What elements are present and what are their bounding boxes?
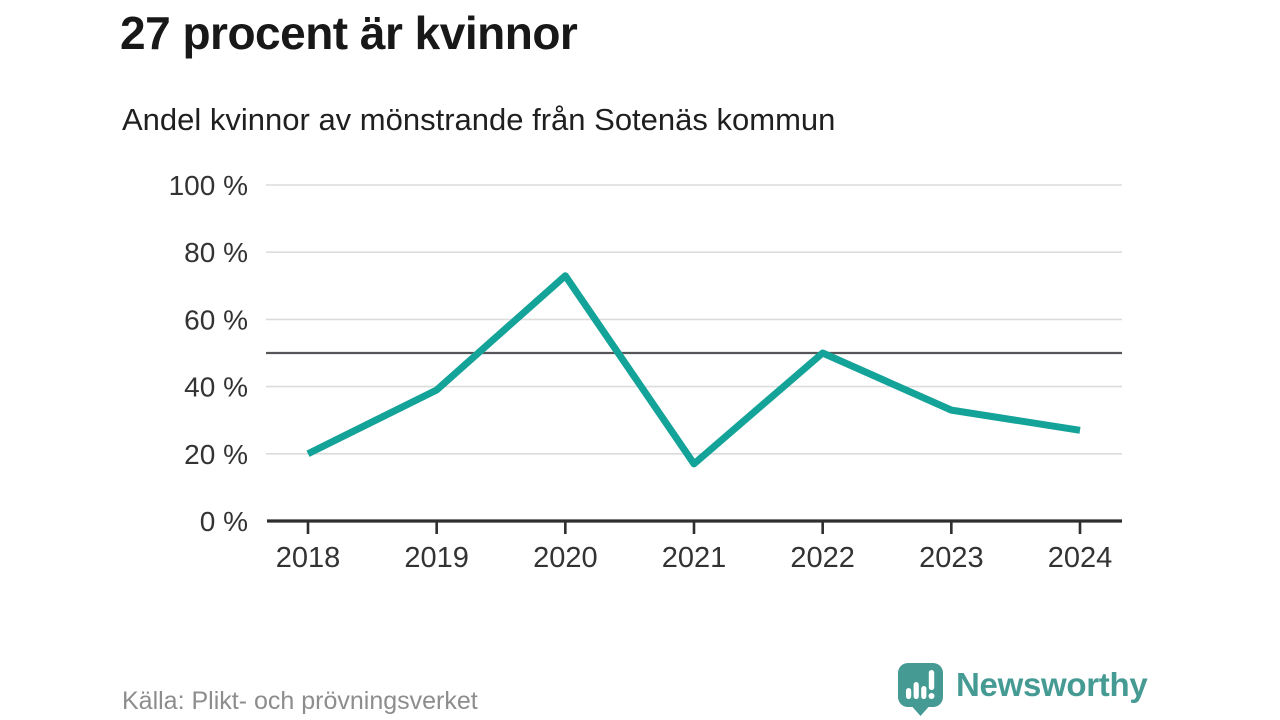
data-line [306, 272, 1081, 468]
y-tick-label: 40 % [184, 372, 248, 403]
brand-logo: Newsworthy [898, 663, 1148, 717]
x-tick-label: 2019 [404, 542, 469, 574]
y-tick-label: 100 % [169, 170, 248, 201]
chart-title: 27 procent är kvinnor [120, 7, 578, 59]
x-tick-label: 2018 [276, 542, 341, 574]
x-tick-label: 2021 [662, 542, 727, 574]
brand-name: Newsworthy [956, 666, 1148, 703]
chart-subtitle: Andel kvinnor av mönstrande från Sotenäs… [122, 102, 836, 137]
speech-bubble-shape [898, 663, 943, 716]
bar-1 [906, 688, 912, 699]
exclamation-bar [928, 670, 935, 690]
bar-3 [921, 686, 927, 699]
y-tick-label: 20 % [184, 439, 248, 470]
y-tick-label: 80 % [184, 237, 248, 268]
x-tick-label: 2023 [919, 542, 984, 574]
x-tick-label: 2022 [790, 542, 855, 574]
newsworthy-logo-icon [898, 663, 943, 716]
source-note: Källa: Plikt- och prövningsverket [122, 687, 478, 715]
y-tick-label: 60 % [184, 304, 248, 335]
bar-2 [913, 682, 919, 699]
x-tick-label: 2024 [1048, 542, 1113, 574]
y-tick-label: 0 % [200, 506, 248, 537]
exclamation-dot [928, 693, 935, 699]
x-tick-label: 2020 [533, 542, 598, 574]
